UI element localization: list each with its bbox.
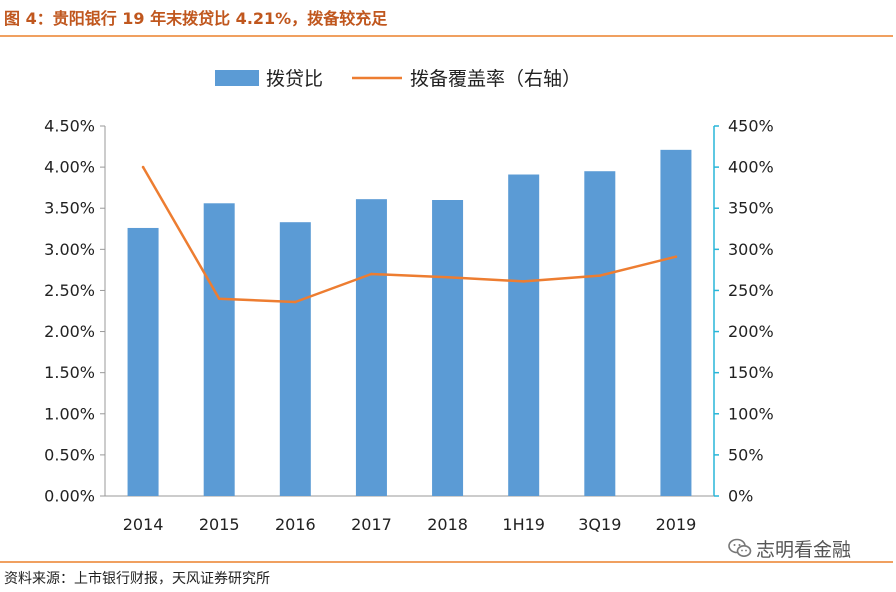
y-left-tick-label: 2.00% [44,322,95,341]
line-point-provision-coverage [522,280,525,283]
x-tick-label: 2019 [656,515,697,534]
x-tick-label: 2017 [351,515,392,534]
y-right-tick-label: 100% [728,404,774,423]
y-left-tick-label: 1.00% [44,404,95,423]
bar-provision-loan-ratio [279,222,311,496]
bar-provision-loan-ratio [355,199,387,496]
x-tick-label: 2016 [275,515,316,534]
wechat-icon [728,538,752,557]
bar-provision-loan-ratio [127,227,159,496]
line-point-provision-coverage [598,274,602,277]
top-rule [0,35,893,37]
x-tick-label: 2014 [123,515,164,534]
line-point-provision-coverage [370,272,373,276]
y-left-tick-label: 3.00% [44,240,95,259]
x-tick-label: 2015 [199,515,240,534]
y-right-tick-label: 200% [728,322,774,341]
line-provision-coverage [142,166,677,304]
x-tick-label: 1H19 [502,515,545,534]
y-left-tick-label: 0.00% [44,487,95,506]
y-left-tick-label: 2.50% [44,281,95,300]
figure-title: 图 4：贵阳银行 19 年末拨贷比 4.21%，拨备较充足 [4,9,388,28]
y-left-tick-label: 4.50% [44,117,95,136]
watermark-text: 志明看金融 [756,538,852,561]
bar-provision-loan-ratio [432,200,464,496]
bar-provision-loan-ratio [508,174,540,496]
y-right-tick-label: 250% [728,281,774,300]
x-tick-label: 2018 [427,515,468,534]
y-right-tick-label: 400% [728,158,774,177]
chart: 拨贷比 拨备覆盖率（右轴） 0.00% 0.50% 1.00% 1.50% 2.00% 2.5… [44,68,774,534]
line-point-provision-coverage [141,165,145,169]
bottom-rule [0,561,893,563]
legend-bar-label: 拨贷比 [266,68,323,90]
line-point-provision-coverage [217,297,221,300]
y-right-tick-label: 150% [728,363,774,382]
bar-provision-loan-ratio [660,149,692,496]
y-right-tick-label: 0% [728,487,753,506]
y-left-tick-label: 3.50% [44,199,95,218]
y-left-tick-label: 0.50% [44,445,95,464]
y-right-tick-label: 50% [728,445,764,464]
bar-provision-loan-ratio [584,171,616,496]
line-point-provision-coverage [446,275,449,279]
source-note: 资料来源：上市银行财报，天风证券研究所 [4,571,270,587]
x-tick-label: 3Q19 [578,515,621,534]
line-point-provision-coverage [674,255,678,259]
y-right-tick-label: 450% [728,117,774,136]
legend-bar-swatch [215,70,259,86]
y-left-tick-label: 4.00% [44,158,95,177]
y-right-tick-label: 350% [728,199,774,218]
legend-line-label: 拨备覆盖率（右轴） [410,68,581,90]
y-left-tick-label: 1.50% [44,363,95,382]
y-right-tick-label: 300% [728,240,774,259]
bar-provision-loan-ratio [203,203,235,497]
watermark: 志明看金融 [728,536,852,561]
line-point-provision-coverage [294,300,297,304]
